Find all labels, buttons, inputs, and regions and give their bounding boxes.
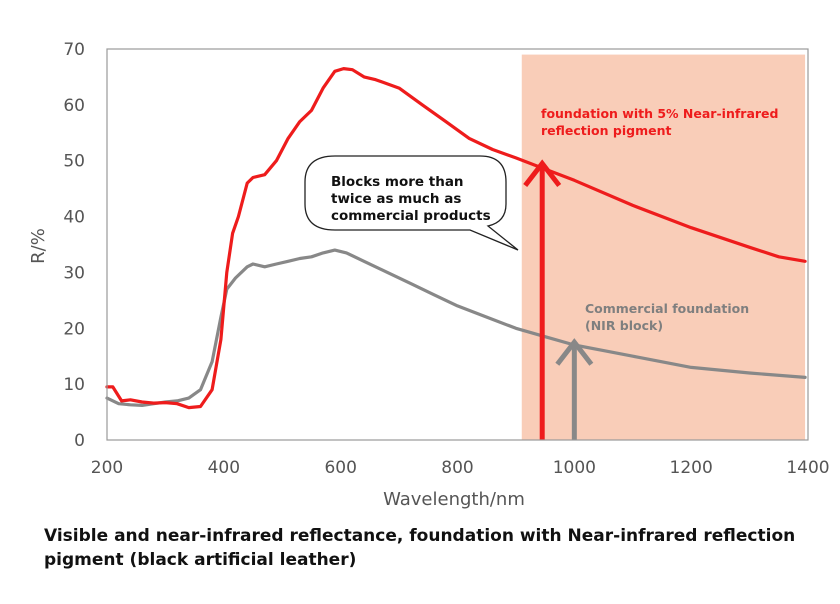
red-arrow-head bbox=[523, 159, 562, 188]
speech-bubble bbox=[304, 155, 519, 251]
gray-series-label-line1: Commercial foundation bbox=[585, 301, 749, 316]
x-tick-label: 800 bbox=[441, 458, 473, 478]
x-tick-label: 1200 bbox=[670, 458, 713, 478]
y-tick-label: 70 bbox=[63, 40, 85, 60]
red-series-label-line1: foundation with 5% Near-infrared bbox=[541, 106, 778, 121]
commercial-foundation-line bbox=[105, 248, 807, 407]
y-tick-label: 40 bbox=[63, 208, 85, 228]
bubble-text-line3: commercial products bbox=[331, 208, 491, 224]
bubble-text-line1: Blocks more than bbox=[331, 174, 464, 190]
x-tick-label: 200 bbox=[91, 458, 123, 478]
y-tick-label: 0 bbox=[74, 431, 85, 451]
y-tick-label: 20 bbox=[63, 319, 85, 339]
nir-pigment-foundation-line bbox=[105, 67, 807, 410]
y-tick-label: 30 bbox=[63, 263, 85, 283]
y-tick-label: 10 bbox=[63, 375, 85, 395]
x-tick-label: 400 bbox=[208, 458, 240, 478]
figure-caption: Visible and near-infrared reflectance, f… bbox=[44, 526, 796, 570]
red-series-label-line2: reflection pigment bbox=[541, 123, 671, 138]
y-tick-label: 60 bbox=[63, 96, 85, 116]
gray-arrow-head bbox=[555, 338, 594, 366]
bubble-text-line2: twice as much as bbox=[331, 191, 461, 207]
x-axis-label: Wavelength/nm bbox=[383, 489, 525, 510]
plot-frame bbox=[106, 48, 809, 441]
x-tick-label: 1400 bbox=[786, 458, 829, 478]
x-tick-label: 600 bbox=[324, 458, 356, 478]
nir-band bbox=[521, 54, 806, 440]
y-tick-label: 50 bbox=[63, 152, 85, 172]
y-axis-label: R/% bbox=[28, 228, 49, 264]
gray-series-label-line2: (NIR block) bbox=[585, 318, 663, 333]
x-tick-label: 1000 bbox=[553, 458, 596, 478]
